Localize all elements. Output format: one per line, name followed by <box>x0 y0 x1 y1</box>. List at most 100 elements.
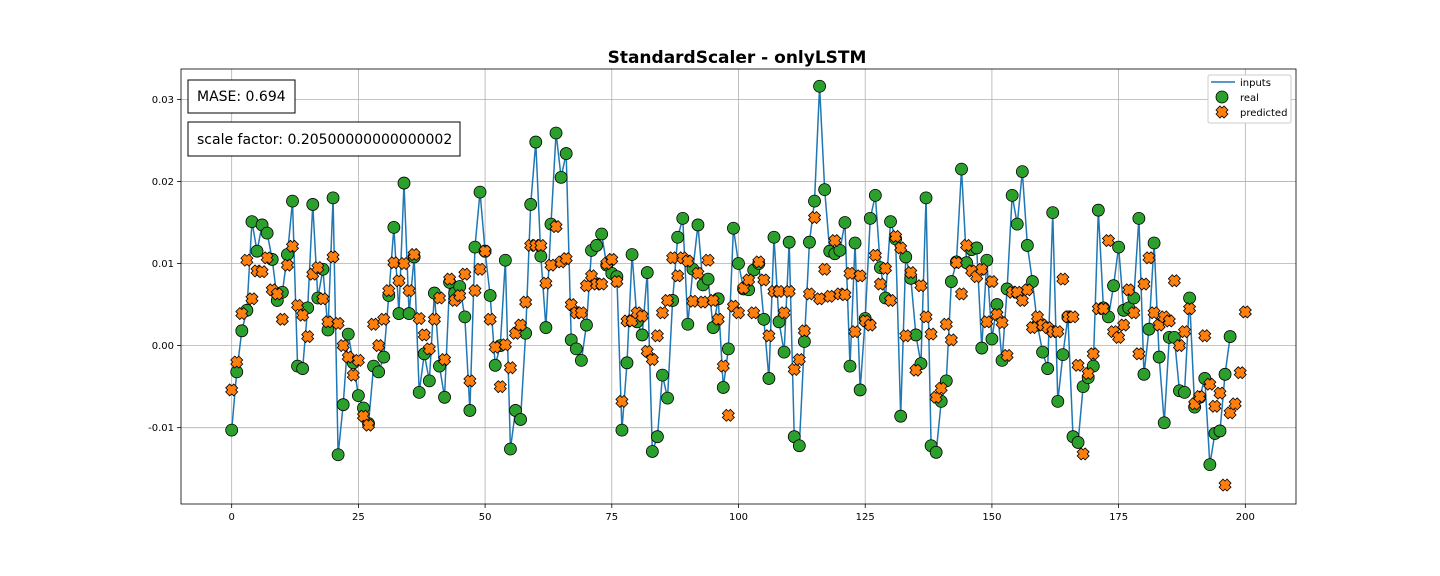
predicted-point <box>1142 251 1156 265</box>
predicted-point <box>1056 272 1070 286</box>
predicted-point <box>285 239 300 253</box>
predicted-point <box>488 340 502 354</box>
predicted-point <box>828 233 842 248</box>
predicted-point <box>544 258 558 272</box>
real-point <box>792 439 806 453</box>
predicted-point <box>944 333 958 347</box>
real-point <box>782 235 796 249</box>
real-point <box>580 318 593 332</box>
predicted-point <box>949 256 963 270</box>
predicted-point <box>823 289 837 303</box>
predicted-point <box>813 292 827 306</box>
predicted-point <box>807 210 822 225</box>
legend-box <box>1207 74 1292 124</box>
predicted-point <box>934 381 948 395</box>
chart-title: StandardScaler - onlyLSTM <box>608 48 867 68</box>
predicted-point <box>975 262 989 276</box>
real-point <box>721 342 735 356</box>
predicted-point <box>458 267 472 281</box>
real-point <box>341 327 355 341</box>
real-point <box>1005 188 1019 202</box>
predicted-point <box>818 262 832 276</box>
real-point <box>929 445 943 459</box>
predicted-point <box>230 355 244 369</box>
predicted-point <box>1198 329 1212 343</box>
predicted-point <box>311 261 325 275</box>
predicted-point <box>1193 389 1207 404</box>
real-point <box>975 341 989 355</box>
real-point <box>645 445 659 458</box>
predicted-point <box>1071 358 1085 372</box>
real-point <box>1137 367 1151 381</box>
predicted-point <box>1112 330 1126 344</box>
real-point <box>1112 240 1126 254</box>
predicted-point <box>377 312 391 326</box>
real-point <box>296 362 310 375</box>
legend-predicted-swatch <box>1215 105 1229 119</box>
predicted-point <box>1015 293 1029 308</box>
predicted-point <box>863 318 877 332</box>
predicted-point <box>498 338 512 352</box>
real-point <box>661 391 674 405</box>
mase-annotation: MASE: 0.694 <box>187 79 296 114</box>
real-point <box>681 317 695 331</box>
predicted-point <box>711 312 725 326</box>
predicted-point <box>995 316 1009 330</box>
predicted-point <box>280 258 294 272</box>
real-point <box>691 218 705 232</box>
real-point <box>919 191 933 205</box>
predicted-point <box>1051 325 1065 339</box>
real-point <box>534 249 548 263</box>
real-point <box>909 328 923 342</box>
predicted-point <box>402 284 416 298</box>
predicted-point <box>716 359 730 373</box>
real-point <box>331 448 345 462</box>
real-point <box>402 307 416 320</box>
predicted-point <box>539 276 553 290</box>
real-point <box>463 404 477 417</box>
predicted-point <box>802 287 817 301</box>
predicted-point <box>605 252 619 266</box>
predicted-point <box>939 317 953 331</box>
predicted-point <box>1238 305 1252 319</box>
real-point <box>1203 458 1217 472</box>
predicted-point <box>1208 399 1222 413</box>
predicted-point <box>666 251 680 265</box>
predicted-point <box>883 293 898 308</box>
real-point <box>458 310 472 324</box>
real-point <box>1020 239 1034 252</box>
y-tick-label: -0.01 <box>148 423 174 434</box>
predicted-markers-layer <box>225 210 1252 492</box>
predicted-point <box>422 342 436 356</box>
real-point <box>569 342 583 356</box>
real-point <box>539 321 553 334</box>
real-point <box>833 243 847 257</box>
x-tick-label: 25 <box>352 512 365 523</box>
real-point <box>955 162 968 176</box>
predicted-point <box>731 306 746 320</box>
real-point <box>894 409 908 423</box>
predicted-point <box>1066 310 1080 324</box>
predicted-point <box>868 248 882 262</box>
predicted-point <box>270 287 284 301</box>
real-point <box>483 289 497 302</box>
predicted-point <box>1213 386 1227 400</box>
predicted-point <box>985 275 999 289</box>
predicted-point <box>534 238 548 253</box>
predicted-point <box>397 256 411 271</box>
predicted-point <box>473 262 487 276</box>
real-point <box>625 248 639 261</box>
predicted-point <box>417 328 431 342</box>
real-point <box>1010 217 1024 231</box>
predicted-point <box>919 310 933 324</box>
predicted-point <box>240 253 254 267</box>
real-point <box>985 332 999 346</box>
predicted-point <box>1076 447 1090 461</box>
real-point <box>260 226 274 240</box>
predicted-point <box>407 247 421 262</box>
x-tick-label: 0 <box>228 512 234 523</box>
real-point <box>843 359 857 373</box>
predicted-point <box>691 266 705 280</box>
legend-inputs-label: inputs <box>1240 78 1271 89</box>
